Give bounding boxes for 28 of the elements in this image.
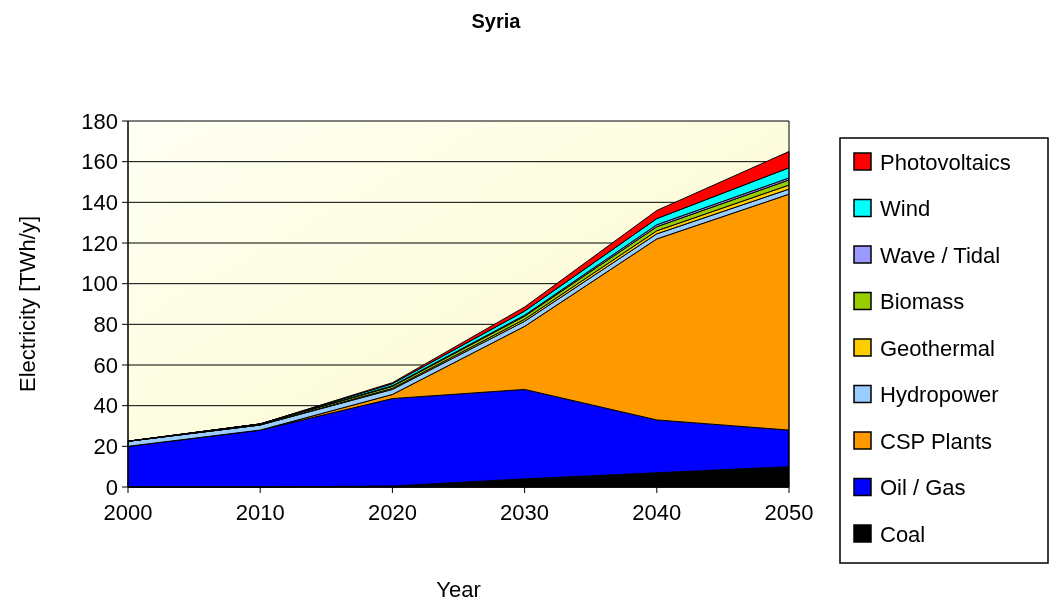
legend-label: CSP Plants [880, 428, 993, 454]
y-tick-label: 60 [93, 352, 118, 378]
x-tick-label: 2000 [103, 500, 153, 525]
legend-label: Photovoltaics [880, 149, 1011, 175]
y-axis-title: Electricity [TWh/y] [15, 215, 40, 393]
x-axis-title: Year [436, 577, 481, 602]
legend-label: Coal [880, 521, 926, 547]
y-tick-label: 160 [81, 149, 118, 175]
y-tick-label: 140 [81, 190, 118, 216]
y-tick-label: 100 [81, 271, 118, 297]
legend-label: Biomass [880, 289, 965, 315]
chart-title: Syria [471, 10, 522, 32]
y-tick-label: 40 [93, 393, 118, 419]
x-tick-label: 2040 [632, 500, 682, 525]
legend-label: Wave / Tidal [880, 242, 1001, 268]
legend-label: Geothermal [880, 335, 995, 361]
y-tick-label: 0 [105, 474, 118, 500]
legend-label: Hydropower [880, 382, 999, 408]
y-tick-label: 80 [93, 312, 118, 338]
x-tick-label: 2010 [235, 500, 285, 525]
legend-label: Oil / Gas [880, 475, 966, 501]
x-tick-label: 2030 [500, 500, 550, 525]
legend-label: Wind [880, 196, 931, 222]
x-tick-label: 2050 [764, 500, 814, 525]
x-tick-label: 2020 [367, 500, 417, 525]
y-tick-label: 120 [81, 230, 118, 256]
y-tick-label: 180 [81, 108, 118, 134]
y-tick-label: 20 [93, 434, 118, 460]
